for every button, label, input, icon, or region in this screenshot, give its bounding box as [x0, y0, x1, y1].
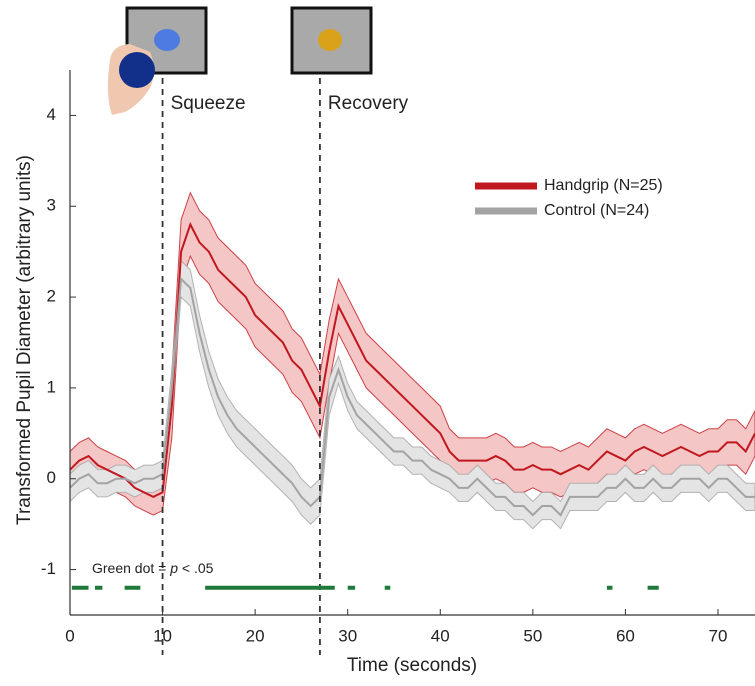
ball-icon [119, 52, 155, 88]
significance-label-part: < .05 [178, 559, 214, 575]
x-axis-label: Time (seconds) [347, 655, 477, 676]
significance-label: Green dot = p < .05 [92, 559, 214, 575]
event-label: Recovery [328, 93, 409, 114]
x-tick-label: 30 [338, 626, 357, 645]
x-tick-label: 10 [153, 626, 172, 645]
y-tick-label: 0 [47, 468, 56, 487]
y-tick-label: 3 [47, 196, 56, 215]
stimulus-icons [107, 6, 373, 115]
x-tick-label: 70 [709, 626, 728, 645]
series-line [69, 276, 755, 517]
series-line [69, 221, 755, 499]
x-tick-label: 40 [431, 626, 450, 645]
stimulus-screen [290, 6, 373, 75]
y-axis-label: Transformed Pupil Diameter (arbitrary un… [14, 155, 35, 525]
legend-label: Control (N=24) [544, 202, 649, 219]
event-label: Squeeze [171, 93, 246, 114]
legend-label: Handgrip (N=25) [544, 177, 663, 194]
y-tick-label: -1 [41, 559, 56, 578]
x-tick-label: 50 [523, 626, 542, 645]
y-tick-label: 4 [47, 105, 56, 124]
significance-label-part: p [169, 559, 178, 575]
stimulus-dot [318, 29, 342, 51]
x-tick-label: 0 [65, 626, 74, 645]
y-tick-label: 2 [47, 287, 56, 306]
y-tick-label: 1 [47, 377, 56, 396]
significance-label-part: Green dot = [92, 559, 170, 575]
confidence-band [69, 191, 755, 516]
x-tick-label: 60 [616, 626, 635, 645]
confidence-band [69, 259, 755, 530]
x-tick-label: 20 [246, 626, 265, 645]
stimulus-dot [154, 29, 180, 51]
